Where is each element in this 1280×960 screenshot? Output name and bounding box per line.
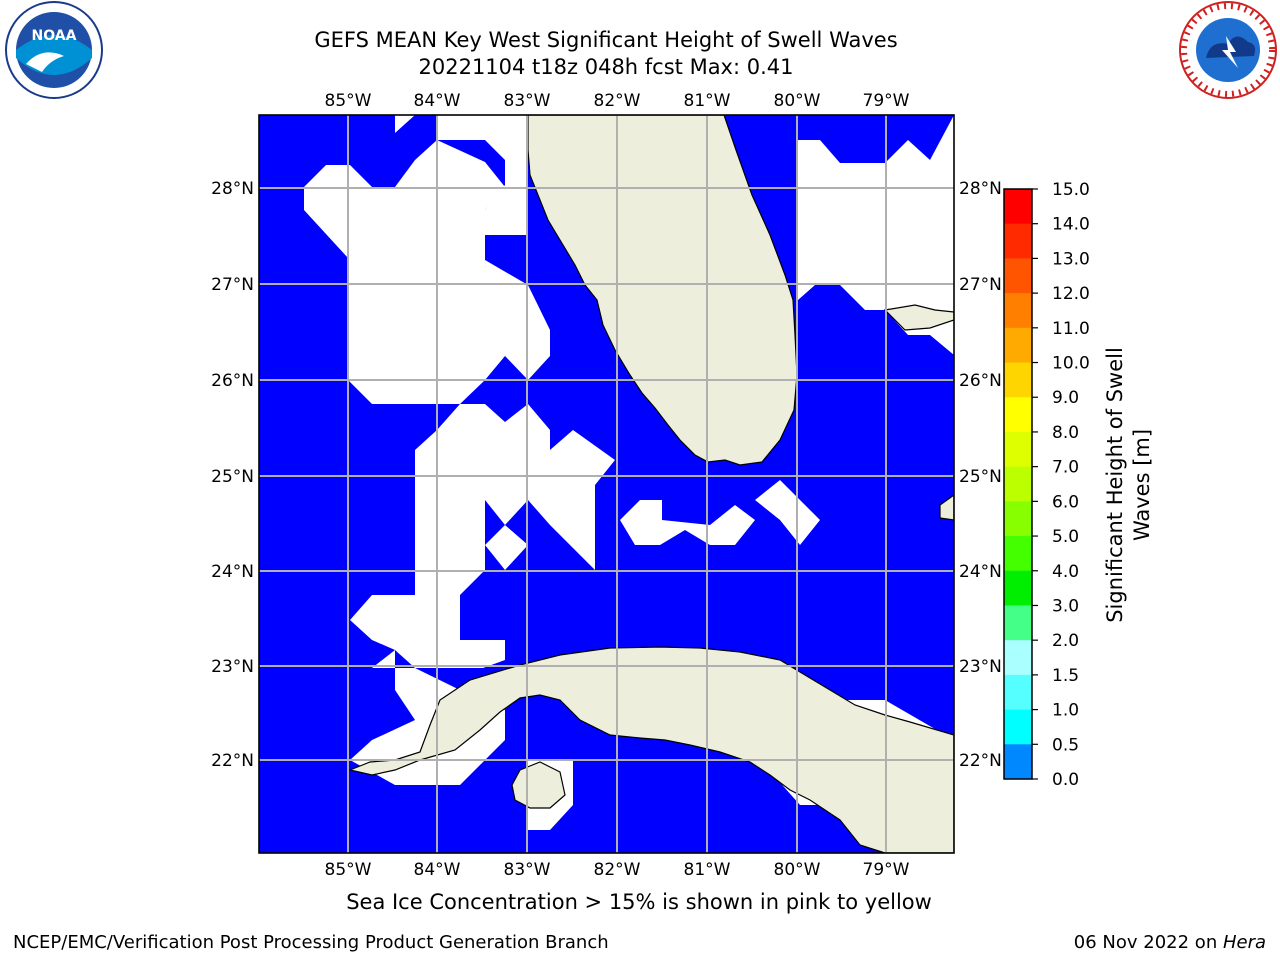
noaa-logo: NOAA [5, 1, 103, 99]
lat-label-left: 23°N [211, 657, 254, 677]
lon-label-top: 79°W [863, 91, 910, 111]
footer-credit: NCEP/EMC/Verification Post Processing Pr… [13, 932, 609, 953]
colorbar-swatch [1004, 258, 1032, 294]
lon-label-bottom: 80°W [774, 860, 821, 880]
lon-label-top: 80°W [774, 91, 821, 111]
colorbar-tick-label: 3.0 [1052, 596, 1079, 616]
colorbar-swatch [1004, 536, 1032, 572]
lat-label-left: 25°N [211, 467, 254, 487]
no-data-region-gulf-south [350, 404, 615, 668]
axis-tick-labels: 85°W 85°W 84°W 84°W 83°W 83°W 82°W 82°W 81°W 81°W… [211, 91, 1002, 880]
colorbar-tick-label: 4.0 [1052, 562, 1079, 582]
lat-label-left: 26°N [211, 371, 254, 391]
lon-label-top: 84°W [414, 91, 461, 111]
colorbar-tick-label: 2.0 [1052, 631, 1079, 651]
footer-date-text: 06 Nov 2022 on [1073, 932, 1223, 953]
colorbar-frame [1003, 188, 1033, 780]
lon-label-bottom: 84°W [414, 860, 461, 880]
lat-label-right: 26°N [959, 371, 1002, 391]
sea-ice-note: Sea Ice Concentration > 15% is shown in … [346, 890, 932, 914]
lat-label-right: 25°N [959, 467, 1002, 487]
lon-label-top: 82°W [594, 91, 641, 111]
lon-label-bottom: 79°W [863, 860, 910, 880]
footer-date: 06 Nov 2022 on Hera [1074, 932, 1266, 953]
map-frame [258, 114, 955, 854]
chart-title: GEFS MEAN Key West Significant Height of… [314, 28, 898, 52]
no-data-region-west-cuba [350, 650, 505, 785]
lon-label-top: 81°W [684, 91, 731, 111]
no-data-region-diamond [485, 525, 528, 570]
no-data-region-north-gulf [259, 115, 528, 235]
colorbar-label-line2: Waves [m] [1130, 429, 1154, 541]
lon-label-bottom: 83°W [504, 860, 551, 880]
lat-label-left: 24°N [211, 562, 254, 582]
bahamas-island-south [939, 494, 954, 521]
colorbar-swatch [1004, 570, 1032, 606]
no-data-region-keys [620, 500, 755, 545]
colorbar-tick-label: 1.0 [1052, 701, 1079, 721]
colorbar-swatch [1004, 327, 1032, 364]
colorbar-tick-label: 5.0 [1052, 527, 1079, 547]
no-data-region-east-gap [840, 213, 885, 235]
colorbar-tick-label: 14.0 [1052, 215, 1090, 235]
colorbar-swatch [1004, 362, 1032, 398]
colorbar-swatch [1004, 674, 1032, 711]
colorbar-swatch [1004, 223, 1032, 259]
isla-de-la-juventud [511, 761, 566, 809]
lat-label-right: 22°N [959, 751, 1002, 771]
colorbar-tick-label: 11.0 [1052, 319, 1090, 339]
lat-label-left: 28°N [211, 179, 254, 199]
colorbar-swatch [1004, 466, 1032, 502]
colorbar-tick-label: 10.0 [1052, 354, 1090, 374]
colorbar-tick-label: 8.0 [1052, 423, 1079, 443]
colorbar-tick-label: 0.5 [1052, 735, 1079, 755]
lat-label-right: 27°N [959, 275, 1002, 295]
colorbar-swatch [1004, 605, 1032, 641]
colorbar-swatch [1004, 189, 1032, 225]
colorbar-tick-label: 7.0 [1052, 458, 1079, 478]
colorbar-swatch [1004, 397, 1032, 433]
colorbar-swatch [1004, 501, 1032, 537]
colorbar-swatch [1004, 744, 1032, 780]
colorbar-swatch [1004, 709, 1032, 745]
florida-landmass [527, 115, 798, 466]
no-data-region-bahamas-east [755, 480, 820, 545]
colorbar-tick-label: 15.0 [1052, 180, 1090, 200]
colorbar-tick-label: 12.0 [1052, 284, 1090, 304]
colorbar-tick-label: 9.0 [1052, 388, 1079, 408]
lon-label-bottom: 85°W [325, 860, 372, 880]
colorbar-swatch [1004, 640, 1032, 676]
lat-label-left: 22°N [211, 751, 254, 771]
graticule [259, 115, 954, 853]
chart-subtitle: 20221104 t18z 048h fcst Max: 0.41 [418, 55, 794, 79]
colorbar-tick-label: 6.0 [1052, 492, 1079, 512]
nws-logo [1179, 1, 1277, 99]
colorbar-tick-label: 0.0 [1052, 770, 1079, 790]
no-data-region-gulf-central [304, 140, 550, 404]
lat-label-right: 24°N [959, 562, 1002, 582]
lon-label-top: 85°W [325, 91, 372, 111]
lon-label-bottom: 81°W [684, 860, 731, 880]
footer-machine: Hera [1222, 932, 1266, 953]
bahamas-island [883, 304, 954, 331]
colorbar-tick-label: 1.5 [1052, 666, 1079, 686]
lon-label-bottom: 82°W [594, 860, 641, 880]
colorbar-tick-label: 13.0 [1052, 249, 1090, 269]
lon-label-top: 83°W [504, 91, 551, 111]
lat-label-left: 27°N [211, 275, 254, 295]
colorbar: 15.0 14.0 13.0 12.0 11.0 10.0 9.0 8.0 7.0 6.0 5.0 4… [1003, 180, 1090, 790]
noaa-logo-text: NOAA [32, 28, 77, 44]
lat-label-right: 28°N [959, 179, 1002, 199]
colorbar-swatch [1004, 293, 1032, 329]
map-plot-area [259, 115, 954, 853]
lat-label-right: 23°N [959, 657, 1002, 677]
colorbar-swatch [1004, 431, 1032, 468]
colorbar-label-line1: Significant Height of Swell [1103, 347, 1127, 623]
